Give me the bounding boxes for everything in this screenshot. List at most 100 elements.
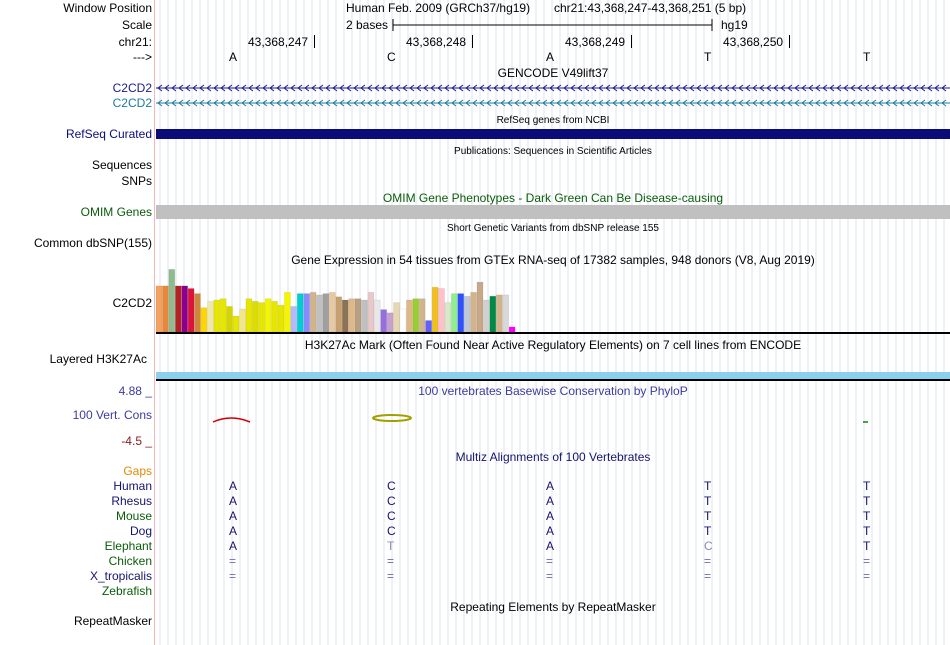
multiz-species-label[interactable]: Zebrafish [101, 584, 152, 598]
gtex-tissue-bar [181, 285, 189, 332]
strand-arrow [318, 99, 324, 107]
track-divider [156, 332, 950, 334]
strand-arrow [423, 99, 429, 107]
window-position-label: Window Position [63, 1, 152, 15]
strand-arrow [276, 99, 282, 107]
gtex-expression-bars[interactable] [156, 266, 536, 332]
assembly-title: Human Feb. 2009 (GRCh37/hg19) [346, 1, 531, 15]
conservation-track-label[interactable]: 100 Vert. Cons [72, 408, 152, 422]
multiz-species-label[interactable]: Mouse [115, 509, 152, 523]
gtex-tissue-bar [200, 307, 208, 332]
gtex-track-label[interactable]: C2CD2 [112, 296, 152, 310]
ruler-chrom-label: chr21: [118, 35, 152, 49]
strand-arrow [738, 99, 744, 107]
refseq-track-label[interactable]: RefSeq Curated [65, 127, 152, 141]
dbsnp-track-label[interactable]: Common dbSNP(155) [33, 236, 152, 250]
ruler-tick-label: 43,368,250 [723, 35, 784, 49]
strand-arrow [283, 99, 289, 107]
strand-arrow [731, 99, 737, 107]
publications-sequences-label[interactable]: Sequences [91, 158, 152, 172]
strand-arrow [346, 99, 352, 107]
publications-snps-label[interactable]: SNPs [121, 174, 152, 188]
h3k27ac-track-label[interactable]: Layered H3K27Ac [49, 352, 147, 366]
strand-arrow [360, 99, 366, 107]
omim-gene-feature[interactable] [156, 205, 950, 219]
strand-arrow [584, 99, 590, 107]
strand-arrow [780, 84, 786, 92]
gtex-tissue-bar [508, 326, 516, 332]
strand-arrow [703, 84, 709, 92]
gtex-tissue-bar [232, 315, 240, 332]
strand-arrow [493, 99, 499, 107]
strand-arrow [836, 84, 842, 92]
strand-arrow [605, 84, 611, 92]
strand-arrow [297, 99, 303, 107]
strand-arrow [311, 84, 317, 92]
strand-arrow [766, 99, 772, 107]
multiz-species-label[interactable]: Chicken [108, 554, 152, 568]
strand-arrow [857, 99, 863, 107]
strand-arrow [822, 99, 828, 107]
strand-arrow [213, 99, 219, 107]
strand-arrow [745, 99, 751, 107]
conservation-signal[interactable] [156, 410, 950, 430]
base-position-ruler[interactable]: 43,368,247 43,368,248 43,368,249 43,368,… [156, 33, 950, 65]
ruler-base: A [229, 50, 238, 64]
strand-arrow [304, 84, 310, 92]
strand-arrow [528, 84, 534, 92]
strand-arrow [808, 84, 814, 92]
strand-arrow [178, 99, 184, 107]
multiz-species-label[interactable]: Elephant [104, 539, 152, 553]
multiz-species-label[interactable]: Human [113, 479, 152, 493]
multiz-species-label[interactable]: X_tropicalis [89, 569, 152, 583]
strand-arrow [591, 99, 597, 107]
strand-arrow [717, 99, 723, 107]
strand-arrow [752, 84, 758, 92]
strand-arrow [626, 84, 632, 92]
strand-arrow [304, 99, 310, 107]
scale-bar [392, 19, 713, 31]
ruler-tick [314, 35, 315, 48]
multiz-base: A [229, 479, 238, 493]
multiz-base: C [704, 539, 713, 553]
refseq-gene-feature[interactable] [156, 129, 950, 139]
strand-arrow [591, 84, 597, 92]
refseq-track-title: RefSeq genes from NCBI [496, 115, 610, 126]
repeatmasker-track-label[interactable]: RepeatMasker [73, 614, 152, 628]
ruler-base: C [387, 50, 396, 64]
multiz-base: A [546, 539, 555, 553]
track-divider [156, 379, 950, 381]
multiz-species-label[interactable]: Rhesus [111, 494, 152, 508]
strand-arrow [822, 84, 828, 92]
gtex-tissue-bar [258, 302, 266, 332]
strand-arrow [549, 84, 555, 92]
multiz-species-label[interactable]: Dog [129, 524, 152, 538]
multiz-base: A [546, 479, 555, 493]
strand-arrow [199, 99, 205, 107]
strand-arrow [332, 99, 338, 107]
strand-arrow [451, 84, 457, 92]
gencode-track-label-1[interactable]: C2CD2 [112, 81, 152, 95]
gencode-track-label-2[interactable]: C2CD2 [112, 96, 152, 110]
strand-arrow [521, 84, 527, 92]
strand-arrow [311, 99, 317, 107]
strand-arrow [668, 84, 674, 92]
multiz-base: = [863, 554, 871, 568]
position-range[interactable]: chr21:43,368,247-43,368,251 (5 bp) [554, 1, 747, 15]
strand-arrow [171, 99, 177, 107]
strand-arrow [752, 99, 758, 107]
strand-arrow [444, 99, 450, 107]
gencode-gene-features[interactable] [156, 81, 950, 111]
strand-arrow [241, 84, 247, 92]
dbsnp-track-title: Short Genetic Variants from dbSNP releas… [447, 223, 659, 234]
gtex-tissue-bar [341, 299, 349, 332]
gtex-tissue-bar [309, 291, 317, 332]
strand-arrow [185, 99, 191, 107]
strand-arrow [941, 99, 947, 107]
strand-arrow [696, 99, 702, 107]
multiz-gaps-label[interactable]: Gaps [123, 464, 152, 478]
strand-arrow [430, 84, 436, 92]
strand-arrow [458, 84, 464, 92]
omim-track-label[interactable]: OMIM Genes [80, 205, 152, 219]
h3k27ac-signal[interactable] [156, 372, 950, 379]
